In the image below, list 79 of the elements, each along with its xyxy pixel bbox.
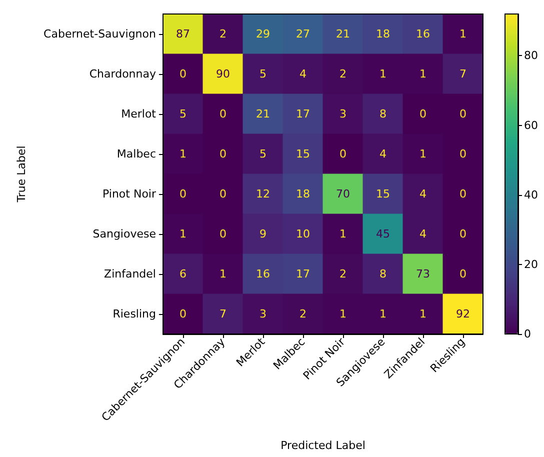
data-label: 0 — [220, 228, 226, 240]
data-label: 0 — [420, 108, 426, 120]
data-label: 21 — [256, 108, 270, 120]
data-label: 0 — [460, 268, 466, 280]
data-label: 2 — [300, 308, 306, 320]
data-label: 0 — [220, 108, 226, 120]
data-label: 0 — [220, 148, 226, 160]
data-label: 21 — [336, 28, 350, 40]
data-label: 18 — [296, 188, 310, 200]
data-label: 1 — [340, 228, 346, 240]
data-label: 70 — [336, 188, 350, 200]
data-label: 1 — [420, 308, 426, 320]
data-label: 0 — [460, 228, 466, 240]
data-label: 27 — [296, 28, 310, 40]
data-label: 0 — [180, 68, 186, 80]
data-label: 9 — [260, 228, 266, 240]
data-label: 0 — [180, 188, 186, 200]
data-label: 73 — [416, 268, 430, 280]
data-label: 1 — [180, 228, 186, 240]
data-label: 90 — [216, 68, 230, 80]
data-label: 0 — [340, 148, 346, 160]
data-label: 1 — [380, 68, 386, 80]
data-label: 8 — [380, 268, 386, 280]
y-tick-label: Merlot — [121, 108, 157, 120]
data-label: 2 — [340, 68, 346, 80]
data-label: 5 — [260, 148, 266, 160]
data-label: 17 — [296, 268, 310, 280]
data-label: 0 — [460, 108, 466, 120]
data-label: 1 — [340, 308, 346, 320]
color-bar-label: 20 — [524, 258, 538, 271]
data-label: 2 — [340, 268, 346, 280]
y-tick-label: Zinfandel — [104, 268, 156, 280]
color-bar-label: 0 — [524, 328, 531, 340]
color-bar-label: 80 — [524, 49, 538, 62]
data-label: 18 — [376, 28, 390, 40]
data-label: 15 — [296, 148, 310, 160]
y-tick-label: Chardonnay — [89, 68, 156, 80]
data-label: 0 — [460, 148, 466, 160]
data-label: 92 — [456, 308, 470, 320]
data-label: 4 — [380, 148, 386, 160]
data-label: 4 — [420, 188, 426, 200]
data-label: 2 — [220, 28, 226, 40]
data-label: 17 — [296, 108, 310, 120]
y-axis-title: True Label — [15, 146, 28, 204]
data-label: 0 — [460, 188, 466, 200]
data-label: 1 — [380, 308, 386, 320]
data-label: 87 — [176, 28, 190, 40]
data-label: 0 — [220, 188, 226, 200]
data-label: 5 — [180, 108, 186, 120]
y-tick-label: Malbec — [116, 148, 156, 160]
y-tick-label: Cabernet-Sauvignon — [44, 28, 156, 40]
data-label: 0 — [180, 308, 186, 320]
data-label: 7 — [220, 308, 226, 320]
data-label: 15 — [376, 188, 390, 200]
x-axis-title: Predicted Label — [280, 439, 366, 452]
data-label: 1 — [420, 68, 426, 80]
data-label: 1 — [420, 148, 426, 160]
data-label: 3 — [340, 108, 346, 120]
data-label: 29 — [256, 28, 270, 40]
data-label: 45 — [376, 228, 390, 240]
data-label: 6 — [180, 268, 186, 280]
data-label: 3 — [260, 308, 266, 320]
data-label: 1 — [460, 28, 466, 40]
data-label: 1 — [220, 268, 226, 280]
data-label: 16 — [256, 268, 270, 280]
data-label: 5 — [260, 68, 266, 80]
data-label: 16 — [416, 28, 430, 40]
data-label: 4 — [300, 68, 306, 80]
data-label: 10 — [296, 228, 310, 240]
y-tick-label: Sangiovese — [92, 228, 156, 240]
data-label: 1 — [180, 148, 186, 160]
y-tick-label: Riesling — [112, 308, 156, 320]
data-label: 4 — [420, 228, 426, 240]
data-label: 12 — [256, 188, 270, 200]
data-label: 7 — [460, 68, 466, 80]
y-tick-label: Pinot Noir — [102, 188, 156, 200]
data-label: 8 — [380, 108, 386, 120]
color-bar-label: 60 — [524, 118, 538, 132]
color-bar-label: 40 — [524, 188, 538, 202]
